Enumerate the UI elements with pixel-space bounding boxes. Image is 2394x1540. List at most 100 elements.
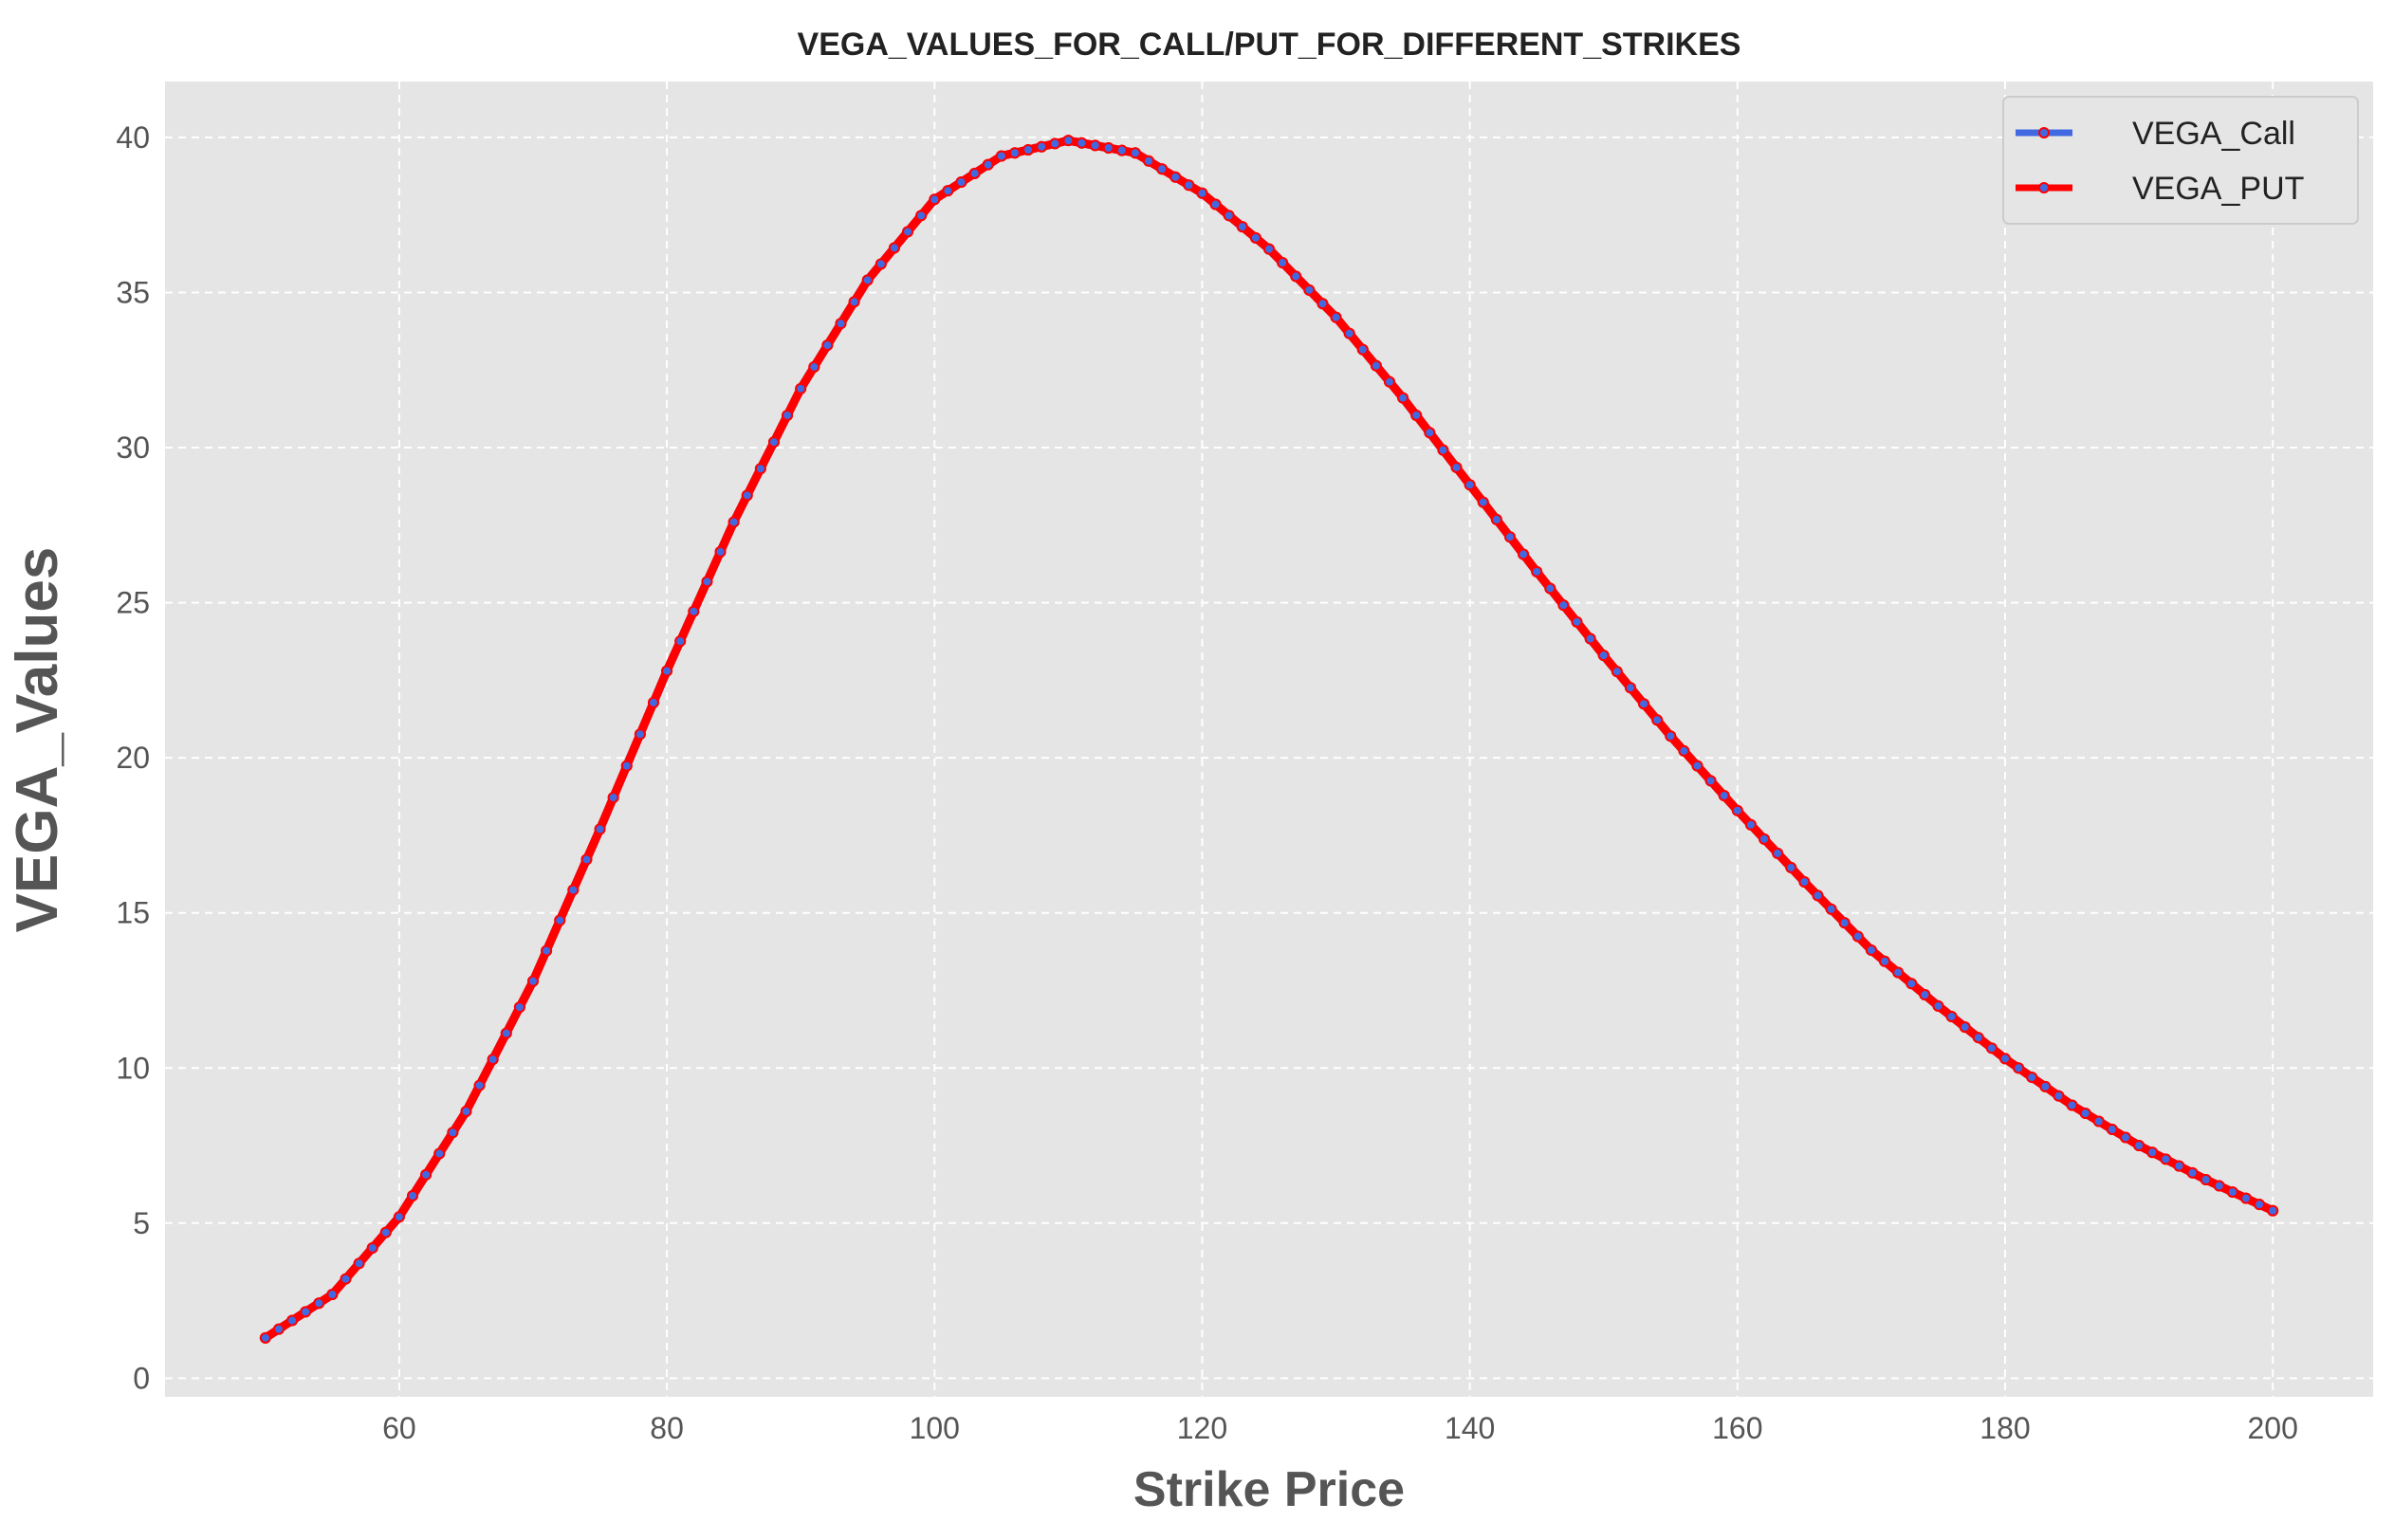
data-point-vega-put [1531,565,1543,578]
data-point-vega-put [272,1323,285,1335]
data-point-vega-put [447,1127,459,1139]
data-point-vega-put [326,1289,339,1301]
x-tick-label: 160 [1712,1411,1762,1445]
data-point-vega-put [821,339,834,352]
data-point-vega-put [2066,1099,2078,1111]
data-point-vega-put [259,1331,271,1344]
data-point-vega-put [634,728,646,741]
y-tick-label: 10 [116,1051,150,1085]
data-point-vega-put [1008,147,1021,159]
data-point-vega-put [1424,427,1436,439]
data-point-vega-put [982,158,994,171]
data-point-vega-put [1115,144,1128,156]
data-point-vega-put [1477,496,1489,508]
data-point-vega-put [1906,978,1918,990]
data-point-vega-put [1798,875,1811,888]
data-point-vega-put [554,914,566,926]
data-point-vega-put [1772,847,1784,859]
data-point-vega-put [1638,698,1650,710]
data-point-vega-put [1959,1021,1971,1034]
data-point-vega-put [875,258,887,270]
plot-area [165,82,2373,1397]
grid-lines [165,82,2373,1397]
x-tick-label: 180 [1980,1411,2030,1445]
y-tick-label: 40 [116,120,150,155]
data-point-vega-put [727,516,740,528]
data-point-vega-put [1049,138,1061,150]
data-point-vega-put [300,1306,312,1318]
data-point-vega-put [995,150,1007,162]
legend-label-vega-put: VEGA_PUT [2132,171,2304,207]
data-point-vega-put [1303,284,1316,296]
data-point-vega-put [473,1079,486,1091]
data-point-vega-put [1945,1010,1958,1022]
data-point-vega-put [1437,444,1449,456]
data-point-vega-put [1370,359,1382,372]
data-point-vega-put [929,193,941,206]
legend-marker-vega-put [2038,182,2050,193]
data-point-vega-put [620,760,633,772]
data-point-vega-put [393,1211,405,1223]
data-point-vega-put [1169,171,1182,183]
y-tick-label: 30 [116,431,150,465]
data-point-vega-put [1383,376,1395,388]
data-point-vega-put [1129,147,1141,159]
data-point-vega-put [2173,1160,2185,1172]
x-tick-label: 200 [2247,1411,2297,1445]
data-point-vega-put [1678,744,1690,757]
data-point-vega-put [741,489,753,502]
data-point-vega-put [1812,889,1824,902]
data-point-vega-put [1036,140,1048,153]
data-point-vega-put [1624,682,1636,694]
data-point-vega-put [407,1190,419,1202]
data-point-vega-put [1851,930,1864,943]
data-point-vega-put [1972,1032,1984,1044]
data-point-vega-put [567,884,580,896]
data-point-vega-put [420,1168,433,1181]
data-point-vega-put [1718,790,1730,802]
data-point-vega-put [1932,999,1944,1012]
data-point-vega-put [340,1273,352,1285]
data-point-vega-put [661,665,673,677]
data-point-vega-put [2226,1186,2238,1199]
data-point-vega-put [2146,1146,2159,1159]
data-point-vega-put [1919,989,1931,1001]
data-point-vega-put [1156,163,1169,175]
data-point-vega-put [647,696,659,708]
data-point-vega-put [2079,1108,2091,1120]
data-point-vega-put [1557,599,1570,612]
data-point-vega-put [714,545,727,558]
data-point-vega-put [594,823,606,835]
data-point-vega-put [527,975,539,987]
data-point-vega-put [1236,221,1248,233]
data-point-vega-put [782,409,794,421]
data-point-vega-put [1999,1053,2011,1065]
legend: VEGA_Call VEGA_PUT [2002,96,2359,225]
data-point-vega-put [1450,461,1463,473]
data-point-vega-put [1691,760,1703,772]
data-point-vega-put [580,853,593,866]
data-point-vega-put [674,635,687,648]
data-point-vega-put [1744,818,1757,831]
data-point-vega-put [1209,198,1222,211]
data-point-vega-put [1584,632,1596,645]
data-point-vega-put [1317,298,1329,310]
data-point-vega-put [888,242,900,254]
data-point-vega-put [460,1106,472,1118]
data-point-vega-put [1076,137,1088,149]
data-point-vega-put [2026,1072,2038,1084]
y-tick-label: 20 [116,741,150,775]
data-point-vega-put [2254,1199,2266,1211]
data-point-vega-put [1062,135,1075,147]
data-point-vega-put [848,296,860,308]
data-point-vega-put [1290,270,1302,283]
data-point-vega-put [313,1297,325,1310]
data-point-vega-put [1611,666,1623,678]
data-point-vega-put [1330,311,1342,323]
y-tick-label: 0 [133,1361,150,1395]
data-point-vega-put [1731,804,1743,816]
data-point-vega-put [500,1027,512,1039]
data-point-vega-put [1865,944,1877,956]
data-point-vega-put [1879,955,1891,967]
